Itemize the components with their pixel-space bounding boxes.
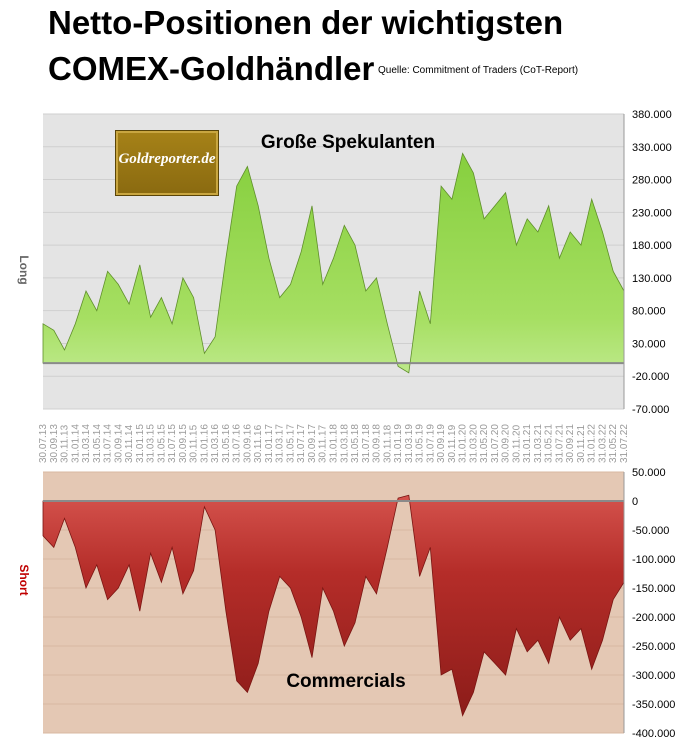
x-tick-label: 31.03.19 [404, 424, 415, 463]
short-axis-label: Short [17, 564, 31, 595]
x-tick-label: 30.09.15 [178, 424, 189, 463]
chart-title: Netto-Positionen der wichtigsten COMEX-G… [48, 0, 563, 92]
x-tick-label: 30.09.13 [49, 424, 60, 463]
x-tick-label: 31.01.17 [264, 424, 275, 463]
x-tick-label: 31.05.21 [544, 424, 555, 463]
logo-text: Goldreporter.de [118, 151, 216, 167]
long-y-tick-label: 30.000 [632, 338, 666, 350]
short-y-tick-label: -400.000 [632, 728, 675, 740]
long-y-tick-label: 280.000 [632, 175, 672, 187]
short-y-tick-label: -100.000 [632, 554, 675, 566]
short-y-tick-label: -200.000 [632, 612, 675, 624]
long-axis-label: Long [17, 255, 31, 284]
x-tick-label: 31.01.21 [522, 424, 533, 463]
long-y-tick-label: -70.000 [632, 404, 669, 416]
long-y-tick-label: 380.000 [632, 109, 672, 121]
x-tick-label: 31.03.22 [598, 424, 609, 463]
x-tick-label: 30.11.14 [124, 424, 135, 463]
short-panel: 50.000 0 -50.000 -100.000 -150.000 -200.000 -2… [42, 467, 675, 740]
x-tick-label: 31.03.21 [533, 424, 544, 463]
short-y-tick-label: -350.000 [632, 699, 675, 711]
x-tick-label: 31.05.22 [608, 424, 619, 463]
x-tick-label: 30.09.14 [113, 424, 124, 463]
x-tick-label: 31.05.18 [350, 424, 361, 463]
x-tick-label: 31.03.18 [339, 424, 350, 463]
x-tick-label: 31.05.16 [221, 424, 232, 463]
x-tick-label: 31.05.20 [479, 424, 490, 463]
x-tick-label: 31.07.14 [103, 424, 114, 463]
long-y-tick-label: 180.000 [632, 240, 672, 252]
x-tick-label: 30.11.13 [60, 424, 71, 463]
x-tick-label: 31.07.22 [619, 424, 630, 463]
x-tick-label: 30.11.21 [576, 424, 587, 463]
title-line-1: Netto-Positionen der wichtigsten [48, 4, 564, 41]
x-tick-label: 31.05.14 [92, 424, 103, 463]
x-tick-label: 30.11.19 [447, 424, 458, 463]
long-area [42, 152, 625, 374]
title-line-2: COMEX-Goldhändler [48, 50, 375, 87]
series-label-speculators: Große Spekulanten [261, 132, 435, 153]
long-y-tick-label: 330.000 [632, 142, 672, 154]
x-tick-label: 31.01.18 [329, 424, 340, 463]
x-tick-label: 31.05.17 [286, 424, 297, 463]
short-y-tick-label: -150.000 [632, 583, 675, 595]
x-tick-label: 30.09.16 [242, 424, 253, 463]
x-tick-label: 31.05.19 [415, 424, 426, 463]
series-label-commercials: Commercials [286, 671, 405, 692]
x-tick-label: 31.07.19 [425, 424, 436, 463]
x-tick-label: 30.11.18 [382, 424, 393, 463]
x-tick-label: 31.03.17 [275, 424, 286, 463]
x-tick-label: 31.01.16 [199, 424, 210, 463]
long-y-tick-label: 80.000 [632, 306, 666, 318]
goldreporter-logo: Goldreporter.de [115, 130, 219, 196]
x-tick-label: 31.07.20 [490, 424, 501, 463]
x-tick-label: 31.07.15 [167, 424, 178, 463]
x-tick-label: 31.07.18 [361, 424, 372, 463]
x-tick-label: 31.01.19 [393, 424, 404, 463]
x-tick-label: 30.09.20 [501, 424, 512, 463]
x-tick-label: 30.09.17 [307, 424, 318, 463]
x-tick-label: 30.11.17 [318, 424, 329, 463]
x-tick-label: 31.03.16 [210, 424, 221, 463]
x-tick-label: 31.03.14 [81, 424, 92, 463]
source-note: Quelle: Commitment of Traders (CoT-Repor… [378, 65, 579, 76]
x-tick-label: 31.01.15 [135, 424, 146, 463]
x-tick-label: 30.11.20 [511, 424, 522, 463]
x-tick-label: 31.01.22 [587, 424, 598, 463]
x-tick-label: 30.07.13 [38, 424, 49, 463]
long-y-tick-label: -20.000 [632, 371, 669, 383]
x-tick-label: 31.01.14 [70, 424, 81, 463]
x-tick-label: 31.05.15 [156, 424, 167, 463]
short-y-tick-label: -300.000 [632, 670, 675, 682]
x-tick-label: 31.07.17 [296, 424, 307, 463]
short-y-tick-label: -250.000 [632, 641, 675, 653]
short-area [42, 494, 625, 717]
x-tick-label: 31.03.15 [146, 424, 157, 463]
x-tick-label: 30.09.19 [436, 424, 447, 463]
x-tick-label: 30.11.15 [189, 424, 200, 463]
short-y-tick-label: 0 [632, 496, 638, 508]
x-tick-label: 31.07.21 [554, 424, 565, 463]
long-y-tick-label: 130.000 [632, 273, 672, 285]
x-tick-label: 31.07.16 [232, 424, 243, 463]
x-tick-label: 31.01.20 [458, 424, 469, 463]
short-y-tick-label: 50.000 [632, 467, 666, 479]
x-tick-label: 30.09.18 [372, 424, 383, 463]
short-y-tick-label: -50.000 [632, 525, 669, 537]
long-y-tick-label: 230.000 [632, 207, 672, 219]
x-tick-label: 31.03.20 [468, 424, 479, 463]
x-tick-label: 30.09.21 [565, 424, 576, 463]
x-tick-label: 30.11.16 [253, 424, 264, 463]
